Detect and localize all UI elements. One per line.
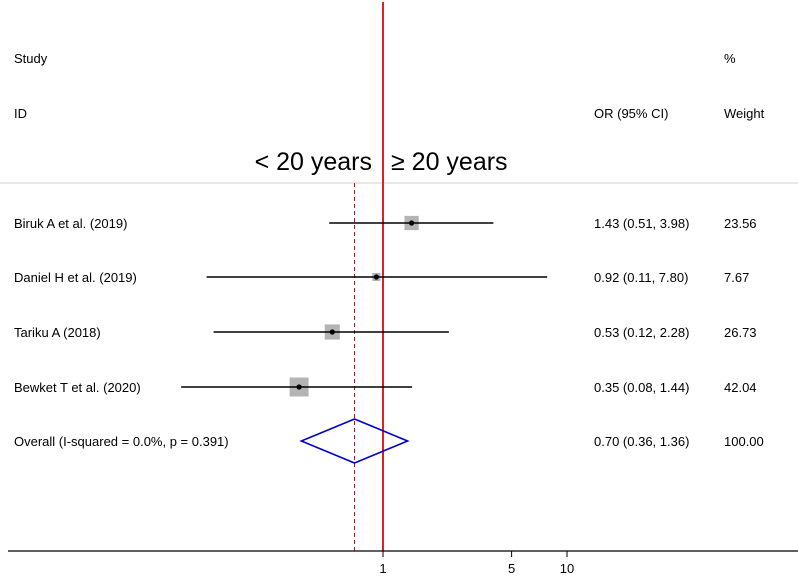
study-row: Biruk A et al. (2019) 1.43 (0.51, 3.98) 23… — [14, 215, 757, 231]
point-estimate — [329, 329, 335, 335]
study-label: Biruk A et al. (2019) — [14, 216, 127, 231]
study-row: Daniel H et al. (2019) 0.92 (0.11, 7.80) 7… — [14, 270, 749, 285]
weight-text: 26.73 — [724, 325, 757, 340]
x-tick-label: 10 — [560, 561, 574, 576]
point-estimate — [408, 220, 415, 226]
study-label: Daniel H et al. (2019) — [14, 270, 137, 285]
study-label: Tariku A (2018) — [14, 325, 101, 340]
weight-header: Weight — [724, 106, 765, 121]
weight-text: 42.04 — [724, 380, 757, 395]
ci-text: 0.92 (0.11, 7.80) — [594, 270, 688, 285]
overall-label: Overall (I-squared = 0.0%, p = 0.391) — [14, 434, 229, 449]
x-tick-label: 5 — [508, 561, 515, 576]
study-row: Bewket T et al. (2020) 0.35 (0.08, 1.44) 4… — [14, 377, 757, 397]
point-estimate — [373, 274, 379, 280]
study-header: Study — [14, 51, 48, 66]
ci-text: 1.43 (0.51, 3.98) — [594, 216, 689, 231]
ci-text: 0.35 (0.08, 1.44) — [594, 380, 689, 395]
study-label: Bewket T et al. (2020) — [14, 380, 141, 395]
ci-text: 0.53 (0.12, 2.28) — [594, 325, 689, 340]
direction-label-right: ≥ 20 years — [391, 148, 508, 176]
weight-text: 7.67 — [724, 270, 749, 285]
overall-ci-text: 0.70 (0.36, 1.36) — [594, 434, 689, 449]
study-row: Tariku A (2018) 0.53 (0.12, 2.28) 26.73 — [14, 324, 757, 340]
overall-weight-text: 100.00 — [724, 434, 764, 449]
overall-row: Overall (I-squared = 0.0%, p = 0.391) 0.7… — [14, 418, 764, 464]
effect-header: OR (95% CI) — [594, 106, 668, 121]
point-estimate — [296, 384, 302, 390]
weight-text: 23.56 — [724, 216, 757, 231]
id-header: ID — [14, 106, 27, 121]
overall-diamond — [299, 418, 410, 464]
weight-percent-header: % — [724, 51, 736, 66]
direction-label-left: < 20 years — [255, 148, 372, 176]
x-tick-label: 1 — [379, 561, 386, 576]
